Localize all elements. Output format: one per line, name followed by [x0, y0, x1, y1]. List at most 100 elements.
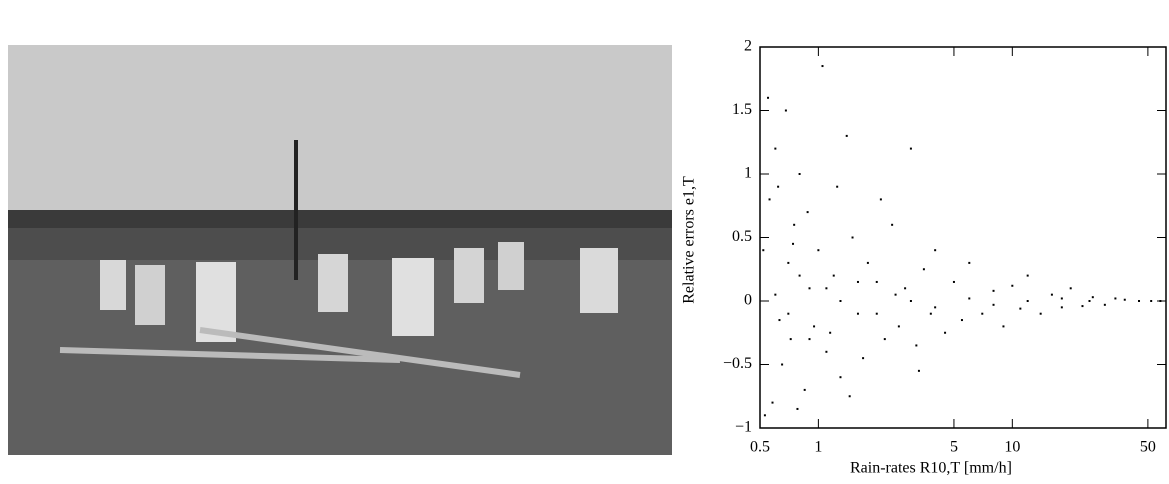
- point: [763, 414, 766, 417]
- point: [1019, 307, 1022, 310]
- point: [1123, 298, 1126, 301]
- y-axis-label: Relative errors e1,T: [681, 176, 698, 304]
- point: [821, 65, 824, 68]
- point: [1026, 274, 1029, 277]
- point: [806, 211, 809, 214]
- point: [1026, 300, 1029, 302]
- point: [781, 363, 784, 366]
- point: [767, 96, 770, 99]
- point: [836, 185, 839, 188]
- point: [1114, 297, 1117, 300]
- point: [856, 312, 859, 315]
- point: [862, 357, 865, 360]
- point: [839, 376, 842, 379]
- point: [825, 287, 828, 290]
- point: [1039, 312, 1042, 315]
- point: [992, 303, 995, 306]
- point: [1060, 306, 1063, 309]
- x-axis-label: Rain-rates R10,T [mm/h]: [850, 460, 1012, 477]
- point: [787, 312, 790, 315]
- point: [922, 268, 925, 271]
- point: [784, 109, 787, 112]
- point: [1011, 284, 1014, 287]
- point: [808, 338, 811, 341]
- y-tick-label: 2: [744, 38, 752, 55]
- point: [875, 312, 878, 315]
- point: [774, 147, 777, 150]
- point: [808, 287, 811, 290]
- y-tick-label: 0: [744, 292, 752, 309]
- point: [875, 280, 878, 283]
- point: [778, 319, 781, 322]
- point: [793, 223, 796, 226]
- point: [1088, 300, 1091, 302]
- point: [832, 274, 835, 277]
- point: [1150, 300, 1153, 302]
- x-tick-label: 5: [950, 439, 958, 456]
- y-tick-label: 1.5: [732, 101, 752, 118]
- point: [1138, 300, 1141, 302]
- point: [768, 198, 771, 201]
- point: [762, 249, 765, 252]
- point: [1050, 293, 1053, 296]
- plot-frame: [759, 46, 1167, 429]
- point: [798, 274, 801, 277]
- point: [792, 242, 795, 245]
- y-tick-label: 1: [744, 165, 752, 182]
- point: [1002, 325, 1005, 328]
- point: [1091, 296, 1094, 299]
- point: [839, 300, 842, 302]
- x-tick-label: 50: [1140, 439, 1156, 456]
- point: [960, 319, 963, 322]
- point: [848, 395, 851, 398]
- point: [944, 331, 947, 334]
- point: [897, 325, 900, 328]
- point: [915, 344, 918, 347]
- point: [952, 280, 955, 283]
- point: [798, 173, 801, 175]
- point: [1081, 305, 1084, 308]
- point: [851, 236, 854, 239]
- point: [825, 350, 828, 353]
- point: [796, 407, 799, 410]
- point: [829, 331, 832, 334]
- point: [904, 287, 907, 290]
- point: [929, 312, 932, 315]
- x-tick-label: 10: [1004, 439, 1020, 456]
- point: [789, 338, 792, 341]
- point: [968, 297, 971, 300]
- point: [934, 306, 937, 309]
- point: [1069, 287, 1072, 290]
- x-tick-label: 1: [814, 439, 822, 456]
- point: [934, 249, 937, 252]
- point: [803, 388, 806, 391]
- point: [917, 369, 920, 372]
- point: [883, 338, 886, 341]
- point: [909, 300, 912, 302]
- point: [1060, 297, 1063, 300]
- point: [845, 134, 848, 137]
- point: [774, 293, 777, 296]
- y-tick-label: 0.5: [732, 228, 752, 245]
- point: [894, 293, 897, 296]
- point: [879, 198, 882, 201]
- point: [813, 325, 816, 328]
- point: [909, 147, 912, 150]
- point: [1159, 300, 1162, 302]
- point: [981, 312, 984, 315]
- point: [856, 280, 859, 283]
- point: [866, 261, 869, 264]
- point: [817, 249, 820, 252]
- point: [891, 223, 894, 226]
- point: [1103, 303, 1106, 306]
- point: [992, 289, 995, 292]
- photo: [8, 45, 672, 455]
- y-tick-label: −1: [735, 419, 752, 436]
- x-tick-label: 0.5: [750, 439, 770, 456]
- point: [968, 261, 971, 264]
- point: [787, 261, 790, 264]
- point: [771, 401, 774, 404]
- y-tick-label: −0.5: [723, 355, 752, 372]
- point: [777, 185, 780, 188]
